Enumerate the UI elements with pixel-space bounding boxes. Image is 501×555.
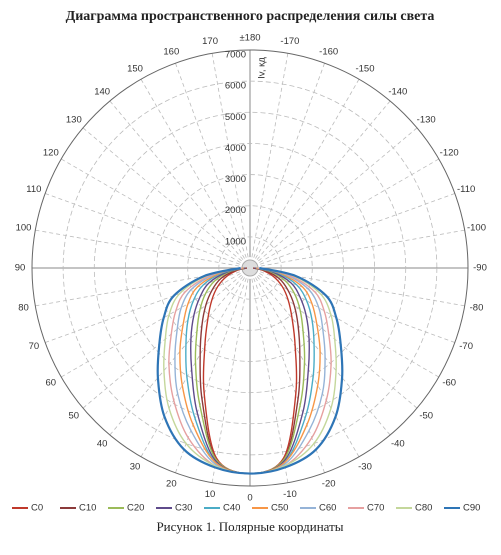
r-tick-label: 4000 [225, 143, 246, 154]
angle-tick-label: 80 [18, 302, 29, 313]
r-tick-label: 7000 [225, 50, 246, 61]
angle-tick-label: -140 [388, 86, 407, 97]
angle-tick-label: 70 [29, 341, 40, 352]
legend-label: C40 [223, 503, 240, 514]
angle-tick-label: 100 [16, 223, 32, 234]
caption: Рисунок 1. Полярные координаты [156, 519, 343, 534]
angle-grid-line [211, 278, 249, 483]
angle-tick-label: 90 [15, 263, 26, 274]
angle-tick-label: 0 [247, 493, 252, 504]
angle-tick-label: 60 [46, 378, 57, 389]
angle-tick-label: 120 [43, 148, 59, 159]
radial-grid-circle [156, 174, 344, 362]
angle-tick-label: -150 [355, 63, 374, 74]
angle-tick-label: -40 [391, 439, 405, 450]
angle-grid-line [109, 100, 244, 260]
r-axis-label: Iv, кд [257, 57, 268, 79]
angle-tick-label: -60 [442, 378, 456, 389]
angle-tick-label: -10 [283, 489, 297, 500]
angle-tick-label: 150 [127, 63, 143, 74]
angle-tick-label: -100 [467, 223, 486, 234]
r-tick-label: 6000 [225, 81, 246, 92]
series-line [156, 266, 344, 475]
angle-grid-line [175, 63, 247, 258]
angle-tick-label: -120 [440, 148, 459, 159]
angle-tick-label: 160 [163, 46, 179, 57]
chart-title: Диаграмма пространственного распределени… [66, 9, 435, 24]
angle-tick-label: -80 [470, 302, 484, 313]
angle-tick-label: -20 [322, 479, 336, 490]
radial-grid-circle [125, 143, 375, 393]
radial-grid-circle [187, 205, 313, 331]
angle-tick-label: 130 [66, 115, 82, 126]
radial-grid-circle [93, 111, 407, 425]
angle-tick-label: -90 [473, 263, 487, 274]
legend-label: C90 [463, 503, 480, 514]
angle-tick-label: 170 [202, 36, 218, 47]
radial-grid-circle [31, 49, 469, 487]
r-tick-label: 1000 [225, 236, 246, 247]
radial-grid-circle [62, 80, 438, 456]
legend-label: C70 [367, 503, 384, 514]
legend-label: C10 [79, 503, 96, 514]
r-tick-label: 5000 [225, 112, 246, 123]
angle-tick-label: 10 [205, 489, 216, 500]
legend-label: C50 [271, 503, 288, 514]
angle-tick-label: 30 [130, 462, 141, 473]
angle-tick-label: -50 [419, 410, 433, 421]
angle-tick-label: -70 [459, 341, 473, 352]
angle-tick-label: 20 [166, 479, 177, 490]
angle-tick-label: -130 [417, 115, 436, 126]
legend-label: C0 [31, 503, 43, 514]
angle-grid-line [140, 277, 245, 457]
angle-tick-label: -160 [319, 46, 338, 57]
legend-label: C20 [127, 503, 144, 514]
r-tick-label: 3000 [225, 174, 246, 185]
r-tick-label: 2000 [225, 205, 246, 216]
angle-tick-label: 140 [94, 86, 110, 97]
radial-grid-circle [218, 236, 282, 300]
angle-tick-label: -110 [457, 184, 475, 195]
angle-tick-label: 40 [97, 439, 108, 450]
angle-tick-label: -30 [358, 462, 372, 473]
legend-label: C80 [415, 503, 432, 514]
angle-tick-label: 50 [69, 410, 80, 421]
angle-tick-label: -170 [280, 36, 299, 47]
legend-label: C30 [175, 503, 192, 514]
legend-label: C60 [319, 503, 336, 514]
angle-tick-label: ±180 [239, 33, 260, 44]
angle-grid-line [140, 79, 245, 259]
angle-tick-label: 110 [26, 184, 41, 195]
